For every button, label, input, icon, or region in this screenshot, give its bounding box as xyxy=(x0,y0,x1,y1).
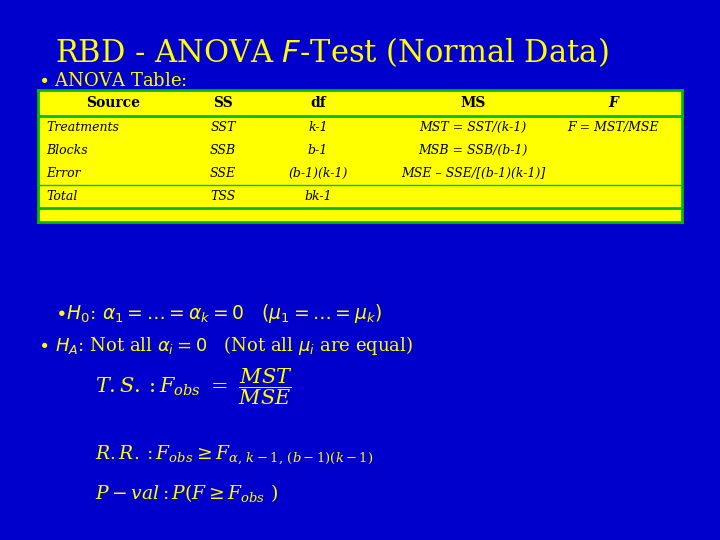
Text: Total: Total xyxy=(46,190,77,203)
Text: bk-1: bk-1 xyxy=(304,190,332,203)
Text: TSS: TSS xyxy=(210,190,235,203)
Text: Blocks: Blocks xyxy=(46,144,88,157)
Text: MS: MS xyxy=(460,96,486,110)
Text: $\bullet$ ANOVA Table:: $\bullet$ ANOVA Table: xyxy=(38,72,187,90)
Text: SST: SST xyxy=(210,121,235,134)
Text: $\bullet\ H_A$: Not all $\alpha_i = 0$   (Not all $\mu_i$ are equal): $\bullet\ H_A$: Not all $\alpha_i = 0$ (… xyxy=(38,334,413,357)
Text: $P - val: P(F \geq F_{obs}\ )$: $P - val: P(F \geq F_{obs}\ )$ xyxy=(95,482,278,504)
Text: Error: Error xyxy=(46,167,81,180)
Bar xyxy=(38,90,682,222)
Text: RBD - ANOVA $\mathit{F}$-Test (Normal Data): RBD - ANOVA $\mathit{F}$-Test (Normal Da… xyxy=(55,35,608,69)
Text: k-1: k-1 xyxy=(308,121,328,134)
Text: $R.R.: F_{obs} \geq F_{\alpha,\,k-1,\,(b-1)(k-1)}$: $R.R.: F_{obs} \geq F_{\alpha,\,k-1,\,(b… xyxy=(95,444,374,467)
Text: MST = SST/(k-1): MST = SST/(k-1) xyxy=(419,121,526,134)
Text: SSE: SSE xyxy=(210,167,236,180)
Text: SS: SS xyxy=(213,96,233,110)
Text: df: df xyxy=(310,96,326,110)
Text: Source: Source xyxy=(86,96,140,110)
Text: $\bullet H_0$: $\alpha_1 = \ldots = \alpha_k = 0$   $(\mu_1 = \ldots = \mu_k)$: $\bullet H_0$: $\alpha_1 = \ldots = \alp… xyxy=(55,302,382,325)
Text: (b-1)(k-1): (b-1)(k-1) xyxy=(288,167,348,180)
Text: MSE – SSE/[(b-1)(k-1)]: MSE – SSE/[(b-1)(k-1)] xyxy=(401,167,545,180)
Text: SSB: SSB xyxy=(210,144,236,157)
Text: b-1: b-1 xyxy=(308,144,328,157)
Text: F: F xyxy=(608,96,618,110)
Text: MSB = SSB/(b-1): MSB = SSB/(b-1) xyxy=(418,144,528,157)
Text: F = MST/MSE: F = MST/MSE xyxy=(567,121,659,134)
Text: $T.S.: F_{obs}\ =\ \dfrac{MST}{MSE}$: $T.S.: F_{obs}\ =\ \dfrac{MST}{MSE}$ xyxy=(95,366,292,407)
Text: Treatments: Treatments xyxy=(46,121,119,134)
